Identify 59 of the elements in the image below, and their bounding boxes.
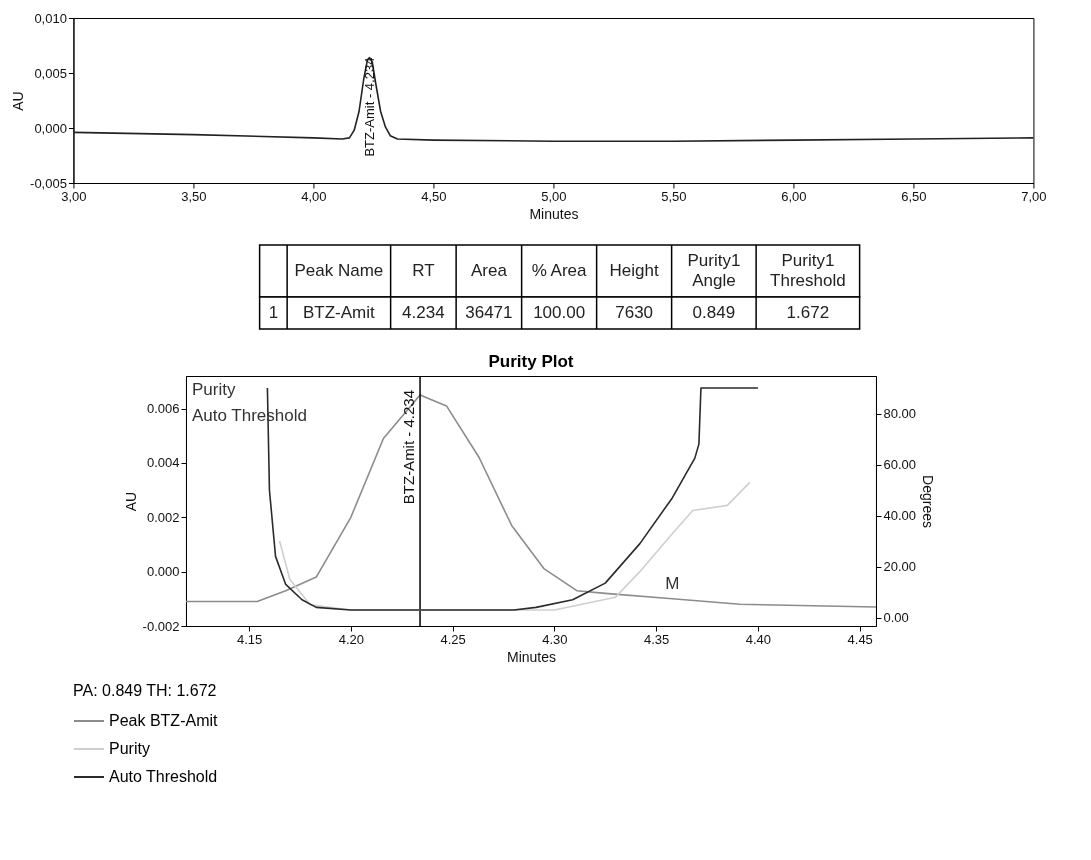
- x-tick-label: 5,00: [541, 188, 567, 204]
- text: 0.849: [692, 303, 736, 322]
- category-label: RT: [412, 261, 435, 280]
- x-tick-label: 6,00: [781, 188, 807, 204]
- text: BTZ-Amit: [302, 303, 375, 322]
- x-axis-title: Minutes: [506, 648, 556, 665]
- annotation: Purity: [191, 380, 236, 399]
- y-tick-label: 0.002: [146, 509, 180, 525]
- category-label: Peak Name: [294, 261, 384, 280]
- y-tick-label: 0.000: [146, 564, 180, 580]
- legend-label: Peak BTZ-Amit: [109, 712, 219, 729]
- category-label: Purity1 Angle: [687, 251, 741, 290]
- y2-tick-label: 0.00: [883, 610, 909, 626]
- y-tick-label: 0.004: [146, 455, 180, 471]
- category-label: % Area: [531, 261, 588, 280]
- x-tick-label: 3,00: [61, 188, 87, 204]
- y2-tick-label: 60.00: [883, 457, 917, 473]
- x-tick-label: 4.30: [542, 631, 568, 647]
- y2-tick-label: 20.00: [883, 559, 917, 575]
- category-label: Area: [470, 261, 508, 280]
- x-tick-label: 4.15: [236, 631, 263, 647]
- y-axis-title: AU: [10, 91, 27, 111]
- category-label: Purity1 Threshold: [770, 251, 846, 290]
- x-tick-label: 4,00: [301, 188, 327, 204]
- legend-label: Auto Threshold: [109, 768, 218, 785]
- x-tick-label: 3,50: [181, 188, 207, 204]
- text: 1: [268, 303, 279, 322]
- y-axis-title: AU: [122, 491, 139, 512]
- text: 7630: [615, 303, 654, 322]
- x-tick-label: 4.45: [847, 631, 873, 647]
- x-tick-label: 7,00: [1021, 188, 1047, 204]
- annotation: M: [665, 573, 680, 593]
- chart-title: Purity Plot: [488, 352, 574, 372]
- x-tick-label: 6,50: [901, 188, 927, 204]
- x-tick-label: 4.20: [338, 631, 365, 647]
- x-tick-label: 4,50: [421, 188, 447, 204]
- legend-title: PA: 0.849 TH: 1.672: [73, 682, 217, 699]
- x-tick-label: 4.35: [644, 631, 670, 647]
- text: 1.672: [786, 303, 830, 322]
- y2-axis-title: Degrees: [920, 475, 937, 528]
- text: 100.00: [533, 303, 586, 322]
- y-tick-label: 0,010: [34, 10, 67, 26]
- text: 36471: [465, 303, 513, 322]
- x-tick-label: 4.40: [745, 631, 772, 647]
- y2-tick-label: 80.00: [883, 406, 917, 421]
- y-tick-label: 0,000: [34, 120, 67, 136]
- ref-line-label: BTZ-Amit - 4.234: [400, 390, 418, 505]
- x-tick-label: 4.25: [440, 631, 466, 647]
- x-axis-title: Minutes: [529, 205, 579, 222]
- legend-label: Purity: [109, 740, 150, 757]
- y-tick-label: 0.006: [146, 401, 180, 417]
- y-tick-label: 0,005: [34, 65, 67, 81]
- x-tick-label: 5,50: [661, 188, 687, 204]
- y-tick-label: -0.002: [142, 618, 180, 634]
- y-tick-label: -0,005: [30, 175, 67, 191]
- text: 4.234: [402, 303, 445, 322]
- y2-tick-label: 40.00: [883, 508, 917, 524]
- category-label: Height: [609, 261, 659, 280]
- annotation: BTZ-Amit - 4,234: [361, 57, 377, 157]
